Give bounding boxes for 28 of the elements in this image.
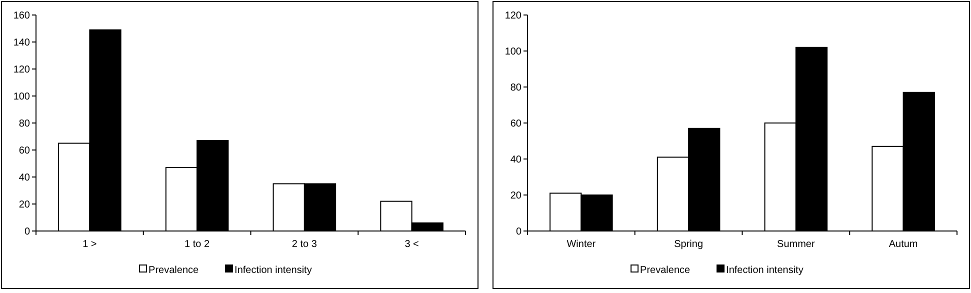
- y-tick-label: 120: [13, 64, 30, 76]
- legend-label: Infection intensity: [726, 265, 804, 276]
- y-tick-label: 160: [13, 10, 30, 22]
- y-tick-label: 20: [18, 200, 30, 210]
- y-tick-label: 40: [18, 172, 30, 184]
- y-tick-label: 100: [504, 46, 522, 58]
- x-tick-label: Winter: [566, 239, 596, 250]
- x-tick-label: 1 to 2: [184, 239, 210, 250]
- x-tick-label: 3 <: [404, 239, 420, 250]
- x-tick-label: 1 >: [82, 239, 97, 250]
- x-tick-label: Summer: [777, 239, 816, 250]
- y-tick-label: 80: [510, 82, 522, 94]
- y-tick-label: 40: [510, 154, 522, 166]
- y-tick-label: 20: [510, 190, 522, 202]
- legend-label: Prevalence: [148, 265, 200, 276]
- y-tick-label: 100: [13, 92, 30, 102]
- y-tick-label: 60: [510, 118, 522, 130]
- y-tick-label: 120: [504, 10, 522, 22]
- legend-label: Prevalence: [640, 265, 691, 276]
- y-tick-label: 0: [516, 226, 522, 238]
- y-tick-label: 140: [13, 38, 30, 48]
- y-tick-label: 60: [18, 146, 30, 156]
- y-tick-label: 80: [18, 118, 30, 130]
- x-tick-label: Autum: [888, 239, 918, 250]
- legend-label: Infection intensity: [234, 265, 312, 276]
- y-tick-label: 0: [24, 226, 30, 238]
- x-tick-label: Spring: [674, 239, 704, 250]
- x-tick-label: 2 to 3: [292, 239, 318, 250]
